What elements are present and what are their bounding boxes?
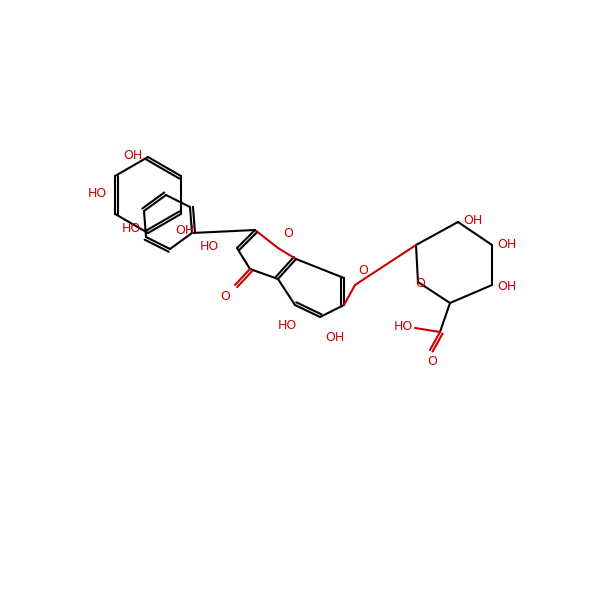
Text: O: O [358, 264, 368, 277]
Text: O: O [427, 355, 437, 368]
Text: HO: HO [122, 223, 141, 235]
Text: OH: OH [463, 214, 482, 227]
Text: OH: OH [497, 238, 516, 251]
Text: O: O [283, 227, 293, 240]
Text: OH: OH [175, 224, 194, 237]
Text: O: O [415, 277, 425, 290]
Text: HO: HO [394, 319, 413, 332]
Text: OH: OH [497, 280, 516, 293]
Text: HO: HO [277, 319, 296, 332]
Text: HO: HO [88, 187, 107, 200]
Text: HO: HO [200, 239, 219, 253]
Text: O: O [220, 290, 230, 303]
Text: OH: OH [123, 149, 142, 162]
Text: OH: OH [325, 331, 344, 344]
